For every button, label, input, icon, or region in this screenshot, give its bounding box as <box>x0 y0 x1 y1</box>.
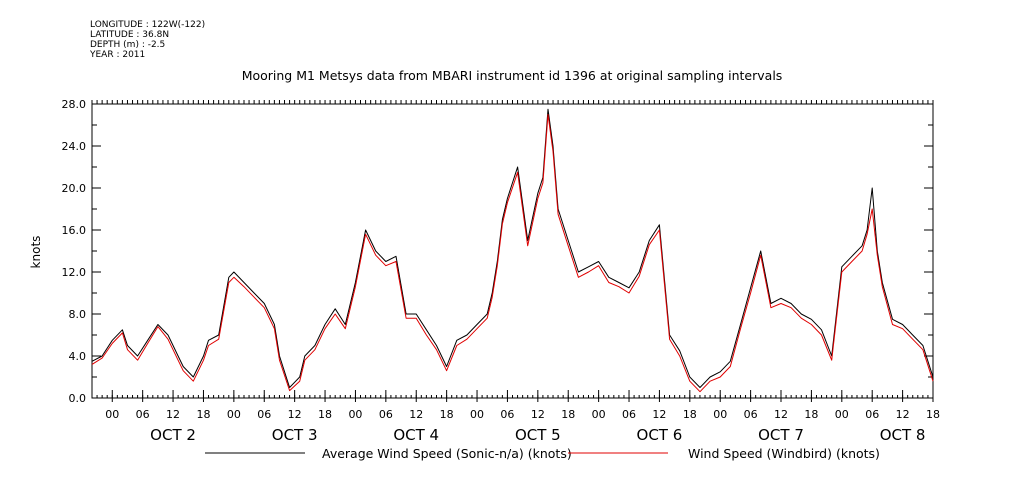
x-tick-label: 12 <box>409 408 423 421</box>
y-tick-label: 16.0 <box>62 224 87 237</box>
legend-label-series-2: Wind Speed (Windbird) (knots) <box>688 446 880 461</box>
x-tick-label: 06 <box>744 408 758 421</box>
y-tick-label: 0.0 <box>69 392 87 405</box>
x-tick-label: 12 <box>288 408 302 421</box>
x-tick-label: 00 <box>105 408 119 421</box>
x-tick-label: 00 <box>592 408 606 421</box>
x-tick-label: 00 <box>835 408 849 421</box>
plot-frame <box>91 103 934 399</box>
x-tick-label: 00 <box>713 408 727 421</box>
legend: Average Wind Speed (Sonic-n/a) (knots) W… <box>205 446 880 461</box>
x-tick-label: 18 <box>804 408 818 421</box>
x-tick-label: 00 <box>348 408 362 421</box>
x-tick-label: 06 <box>379 408 393 421</box>
day-label: OCT 2 <box>150 426 196 444</box>
latitude-label: LATITUDE : 36.8N <box>90 30 170 40</box>
x-tick-label: 12 <box>531 408 545 421</box>
chart-title: Mooring M1 Metsys data from MBARI instru… <box>242 68 783 83</box>
day-label: OCT 7 <box>758 426 804 444</box>
x-tick-label: 18 <box>561 408 575 421</box>
y-tick-label: 28.0 <box>62 98 87 111</box>
day-label: OCT 8 <box>880 426 926 444</box>
y-tick-label: 12.0 <box>62 266 87 279</box>
legend-label-series-1: Average Wind Speed (Sonic-n/a) (knots) <box>322 446 572 461</box>
x-tick-label: 18 <box>926 408 940 421</box>
year-label: YEAR : 2011 <box>90 50 146 60</box>
x-tick-label: 00 <box>227 408 241 421</box>
x-tick-label: 06 <box>136 408 150 421</box>
y-tick-label: 8.0 <box>69 308 87 321</box>
y-tick-label: 4.0 <box>69 350 87 363</box>
x-tick-label: 06 <box>257 408 271 421</box>
series-layer <box>91 108 934 393</box>
y-axis-label: knots <box>29 236 43 269</box>
series-line-1 <box>91 108 934 388</box>
axes-layer: 0.0 4.0 8.0 12.0 16.0 20.0 24.0 28.0 00 06 12 18 00 0… <box>62 98 941 444</box>
day-label: OCT 5 <box>515 426 561 444</box>
depth-label: DEPTH (m) : -2.5 <box>90 40 166 50</box>
x-tick-label: 18 <box>196 408 210 421</box>
series-line-2 <box>91 114 934 393</box>
day-label: OCT 3 <box>272 426 318 444</box>
x-tick-label: 12 <box>166 408 180 421</box>
y-tick-label: 20.0 <box>62 182 87 195</box>
x-tick-label: 12 <box>652 408 666 421</box>
longitude-label: LONGITUDE : 122W(-122) <box>90 20 206 30</box>
y-tick-label: 24.0 <box>62 140 87 153</box>
metadata-block: LONGITUDE : 122W(-122) LATITUDE : 36.8N … <box>90 20 205 60</box>
x-tick-label: 06 <box>865 408 879 421</box>
day-label: OCT 6 <box>637 426 683 444</box>
x-tick-label: 18 <box>440 408 454 421</box>
x-tick-label: 12 <box>896 408 910 421</box>
x-tick-label: 18 <box>318 408 332 421</box>
day-label: OCT 4 <box>393 426 439 444</box>
x-tick-label: 06 <box>500 408 514 421</box>
x-tick-label: 00 <box>470 408 484 421</box>
x-tick-label: 18 <box>683 408 697 421</box>
x-tick-label: 06 <box>622 408 636 421</box>
x-tick-label: 12 <box>774 408 788 421</box>
